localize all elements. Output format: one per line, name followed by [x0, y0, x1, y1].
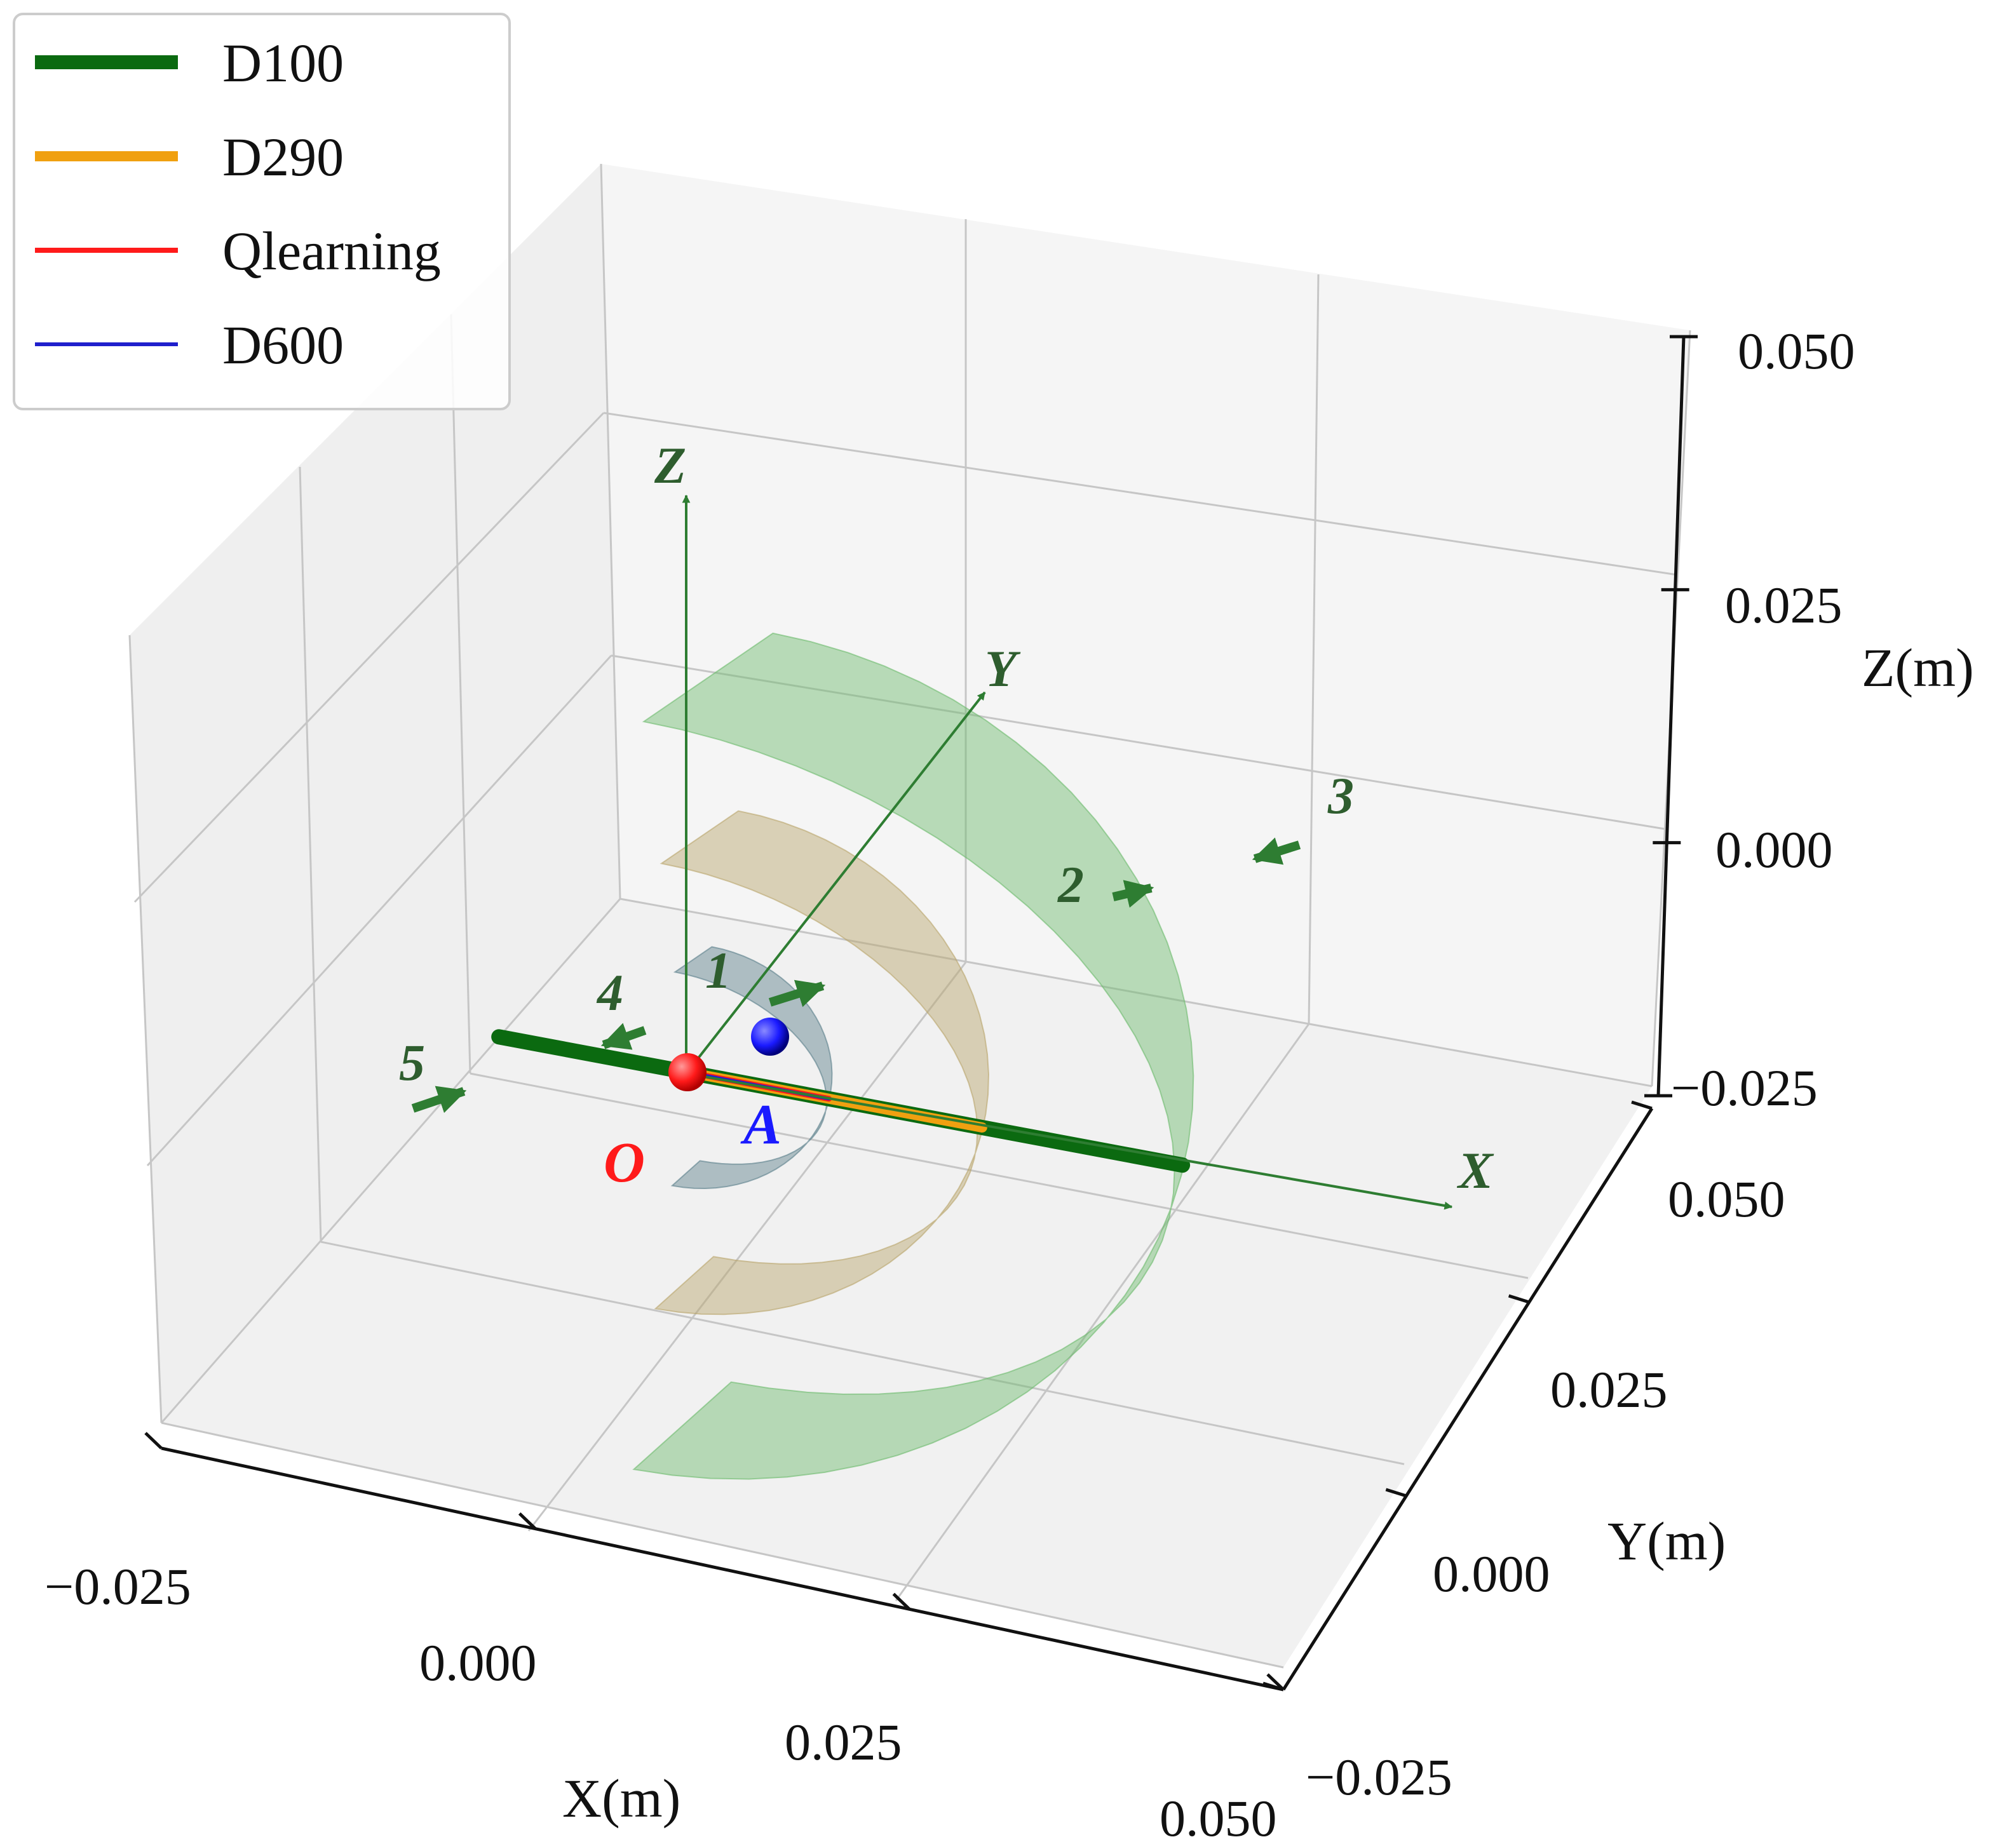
x-axis-tick	[518, 1512, 537, 1530]
legend-label-d100: D100	[222, 32, 344, 93]
gridline	[603, 412, 1678, 576]
back-wall-pane	[601, 164, 1690, 1086]
z-tick-label: 0.025	[1725, 576, 1843, 634]
x-tick-label: 0.025	[785, 1713, 902, 1771]
tick-labels: −0.025 0.000 0.025 0.050 −0.025 0.000 0.…	[44, 322, 1855, 1844]
motion-step-arrows	[411, 837, 1301, 1114]
hemisphere-shell-2	[654, 810, 990, 1316]
frame-x-label: X	[1456, 1141, 1494, 1199]
gridline	[133, 412, 605, 903]
hemisphere-shell-1	[670, 946, 833, 1190]
step-arrow-2	[1112, 880, 1154, 908]
axis-lines	[161, 336, 1686, 1692]
y-tick-label: −0.025	[1306, 1748, 1452, 1806]
y-tick-label: 0.050	[1668, 1170, 1785, 1228]
gridline	[161, 1422, 1284, 1669]
x-tick-label: 0.000	[419, 1634, 537, 1692]
gridline	[450, 314, 471, 1074]
axes-panes	[130, 164, 1690, 1667]
step-arrow-5	[411, 1086, 467, 1114]
z-tick-label: 0.050	[1738, 322, 1855, 380]
legend: D100 D290 Qlearning D600	[13, 13, 511, 410]
gridline	[146, 654, 612, 1167]
legend-label-d290: D290	[222, 126, 344, 187]
frame-y-arrow	[685, 691, 986, 1075]
step-label-2: 2	[1057, 856, 1084, 913]
gridlines	[128, 163, 1691, 1669]
x-tick-label: 0.050	[1160, 1789, 1277, 1844]
y-axis-tick	[1631, 1100, 1653, 1110]
gridline	[895, 1023, 1310, 1601]
point-a-label: A	[740, 1093, 781, 1156]
legend-label-d600: D600	[222, 314, 344, 375]
x-axis-label: X(m)	[562, 1768, 680, 1829]
z-tick-label: 0.000	[1715, 821, 1833, 878]
legend-box	[13, 13, 511, 410]
x-axis-tick	[144, 1432, 163, 1450]
z-tick-label: −0.025	[1671, 1059, 1818, 1117]
y-axis-tick	[1508, 1294, 1530, 1304]
z-axis-line	[1656, 336, 1686, 1096]
frame-z-label: Z	[654, 436, 686, 494]
point-a-marker	[751, 1018, 789, 1056]
gridline	[1308, 274, 1320, 1025]
y-axis-tick	[1385, 1488, 1407, 1498]
frame-x-arrow	[686, 1072, 1453, 1210]
gridline	[470, 1072, 1529, 1279]
gridline	[527, 962, 967, 1531]
z-axis-label: Z(m)	[1862, 637, 1974, 698]
y-axis-label: Y(m)	[1607, 1511, 1726, 1571]
x-axis-line	[161, 1446, 1284, 1692]
gridline	[128, 635, 163, 1423]
step-label-1: 1	[705, 941, 731, 999]
x-axis-tick	[1266, 1673, 1285, 1691]
step-arrow-4	[600, 1023, 647, 1050]
gridline	[619, 898, 1653, 1087]
x-axis-tick	[892, 1592, 911, 1611]
y-tick-label: 0.025	[1550, 1361, 1668, 1418]
gridline	[299, 466, 322, 1242]
point-o-label: O	[604, 1131, 645, 1194]
gridline	[320, 1241, 1405, 1465]
frame-axes	[682, 494, 1453, 1210]
legend-label-qlearning: Qlearning	[222, 220, 441, 281]
step-label-3: 3	[1327, 767, 1354, 824]
step-label-5: 5	[399, 1033, 425, 1091]
frame-y-label: Y	[985, 640, 1021, 697]
point-o-marker	[668, 1053, 707, 1091]
gridline	[611, 654, 1665, 830]
gridline	[600, 163, 621, 899]
axis-ticks	[144, 335, 1698, 1692]
step-arrow-3	[1252, 837, 1301, 865]
y-tick-label: 0.000	[1433, 1545, 1550, 1603]
left-wall-pane	[130, 164, 620, 1423]
x-tick-label: −0.025	[44, 1558, 191, 1615]
floor-pane	[161, 899, 1652, 1667]
y-axis-line	[1282, 1107, 1654, 1691]
step-label-4: 4	[596, 964, 623, 1021]
step-arrow-1	[768, 979, 826, 1007]
gridline	[160, 898, 621, 1423]
